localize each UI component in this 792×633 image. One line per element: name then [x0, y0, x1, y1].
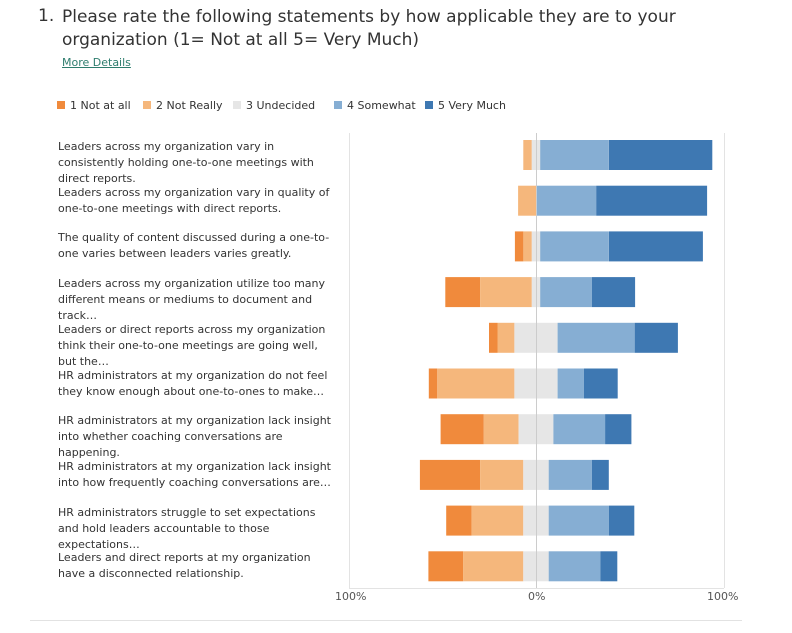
bar-segment-row10-level2[interactable]	[463, 551, 524, 582]
bar-segment-row10-level4[interactable]	[548, 551, 601, 582]
bar-segment-row7-level1[interactable]	[440, 414, 484, 445]
bar-segment-row5-level5[interactable]	[634, 322, 678, 353]
bar-segment-row9-level2[interactable]	[471, 505, 524, 536]
bar-segment-row4-level2[interactable]	[480, 277, 532, 308]
bar-segment-row7-level5[interactable]	[605, 414, 632, 445]
legend-swatch	[334, 101, 342, 109]
bar-segment-row6-level4[interactable]	[557, 368, 584, 399]
legend-item-4: 4 Somewhat	[334, 99, 416, 112]
legend-item-5: 5 Very Much	[425, 99, 506, 112]
x-tick-label: 100%	[335, 590, 367, 603]
x-tick-label: 100%	[707, 590, 739, 603]
row-label: Leaders and direct reports at my organiz…	[58, 551, 311, 581]
bar-segment-row4-level5[interactable]	[591, 277, 636, 308]
row-label: HR administrators at my organization lac…	[58, 414, 331, 460]
bar-segment-row6-level2[interactable]	[437, 368, 515, 399]
question-number: 1.	[38, 6, 55, 26]
row-label: Leaders across my organization vary in q…	[58, 185, 330, 215]
bar-segment-row5-level4[interactable]	[557, 322, 635, 353]
row-label: HR administrators struggle to set expect…	[58, 505, 316, 551]
bar-segment-row10-level5[interactable]	[600, 551, 618, 582]
row-label: Leaders or direct reports across my orga…	[58, 322, 326, 368]
legend-swatch	[425, 101, 433, 109]
row-label: HR administrators at my organization lac…	[58, 459, 331, 489]
bar-segment-row5-level2[interactable]	[497, 322, 515, 353]
legend-item-1: 1 Not at all	[57, 99, 131, 112]
bar-segment-row2-level5[interactable]	[596, 185, 708, 216]
bar-segment-row3-level4[interactable]	[540, 231, 609, 262]
bar-segment-row4-level1[interactable]	[445, 277, 481, 308]
bar-segment-row3-level2[interactable]	[523, 231, 532, 262]
bar-segment-row7-level2[interactable]	[483, 414, 519, 445]
bar-segment-row6-level5[interactable]	[583, 368, 618, 399]
bar-segment-row8-level1[interactable]	[419, 459, 481, 490]
row-label: Leaders across my organization vary in c…	[58, 140, 314, 185]
legend-swatch	[57, 101, 65, 109]
bar-segment-row4-level4[interactable]	[540, 277, 592, 308]
row-label: HR administrators at my organization do …	[58, 368, 328, 398]
bar-segment-row5-level1[interactable]	[489, 322, 498, 353]
bar-segment-row8-level5[interactable]	[591, 459, 609, 490]
bar-segment-row10-level1[interactable]	[428, 551, 464, 582]
bottom-divider	[30, 620, 742, 621]
bar-segment-row8-level4[interactable]	[548, 459, 592, 490]
legend-item-2: 2 Not Really	[143, 99, 223, 112]
bar-segment-row9-level5[interactable]	[608, 505, 635, 536]
bar-segment-row9-level1[interactable]	[446, 505, 472, 536]
x-tick-label: 0%	[528, 590, 546, 603]
legend-item-3: 3 Undecided	[233, 99, 315, 112]
row-label: The quality of content discussed during …	[58, 231, 330, 261]
bar-segment-row1-level5[interactable]	[608, 140, 713, 170]
legend-swatch	[143, 101, 151, 109]
bar-segment-row9-level4[interactable]	[548, 505, 609, 536]
question-text: Please rate the following statements by …	[62, 7, 676, 50]
legend-swatch	[233, 101, 241, 109]
legend-label: 2 Not Really	[156, 99, 223, 112]
legend-label: 3 Undecided	[246, 99, 316, 112]
legend-label: 5 Very Much	[438, 99, 506, 112]
bar-segment-row2-level4[interactable]	[536, 185, 597, 216]
more-details-link[interactable]: More Details	[62, 56, 131, 69]
bar-segment-row1-level4[interactable]	[540, 140, 609, 170]
legend-label: 1 Not at all	[70, 99, 131, 112]
bar-segment-row8-level2[interactable]	[480, 459, 524, 490]
legend-label: 4 Somewhat	[347, 99, 416, 112]
bar-segment-row3-level5[interactable]	[608, 231, 703, 262]
bar-segment-row1-level2[interactable]	[523, 140, 532, 170]
bar-segment-row2-level2[interactable]	[518, 185, 536, 216]
row-label: Leaders across my organization utilize t…	[58, 277, 326, 323]
bar-segment-row6-level1[interactable]	[428, 368, 438, 399]
bar-segment-row7-level4[interactable]	[553, 414, 606, 445]
bar-segment-row3-level1[interactable]	[514, 231, 524, 262]
